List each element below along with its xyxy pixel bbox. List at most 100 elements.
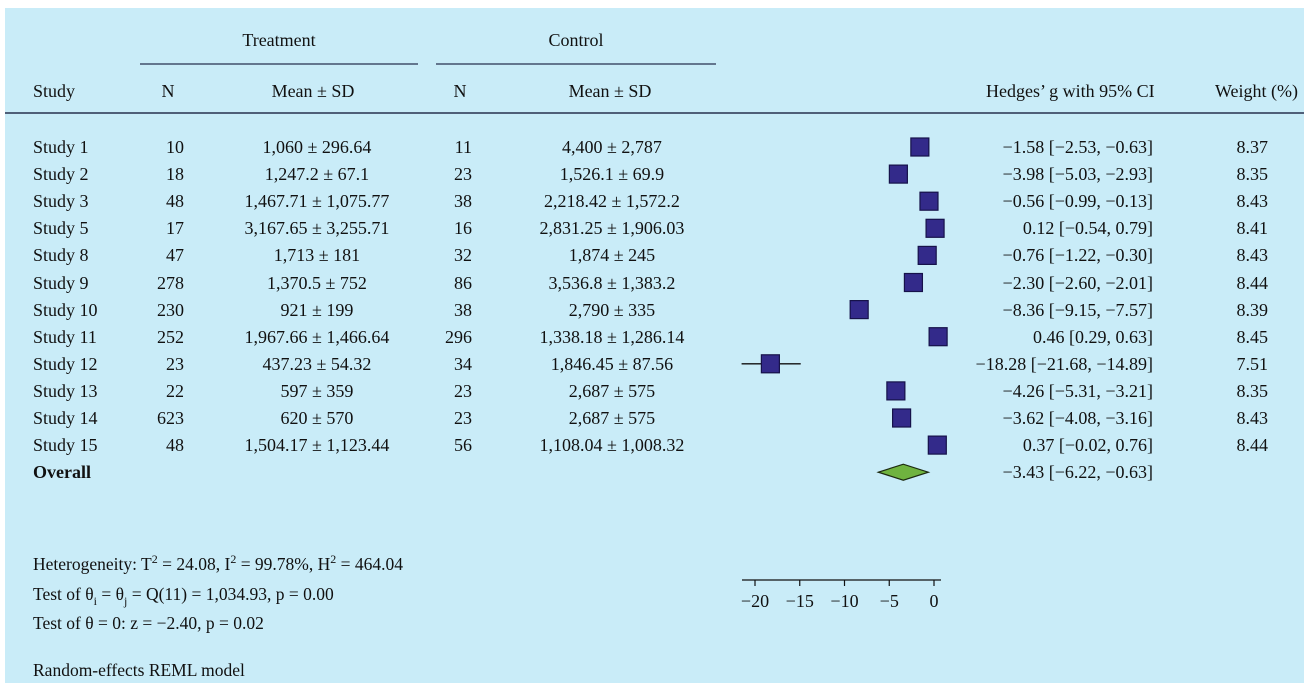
control-n: 11 — [454, 137, 472, 157]
effect-size-ci: −4.26 [−5.31, −3.21] — [1002, 380, 1153, 401]
homog-sub-i: i — [93, 594, 97, 608]
homog-c: = Q(11) = 1,034.93, p = 0.00 — [127, 584, 334, 604]
control-mean-sd: 2,831.25 ± 1,906.03 — [539, 218, 685, 239]
effect-size-ci: −2.30 [−2.60, −2.01] — [1002, 272, 1153, 293]
het-h2-sup: 2 — [330, 552, 337, 566]
effect-size-ci: −18.28 [−21.68, −14.89] — [975, 353, 1153, 374]
control-n: 16 — [454, 218, 472, 239]
het-prefix: Heterogeneity: T — [33, 554, 152, 574]
treatment-mean-sd: 1,060 ± 296.64 — [262, 137, 372, 157]
x-tick-label: −20 — [741, 591, 769, 611]
treatment-mean-sd-header: Mean ± SD — [271, 81, 355, 101]
overall-diamond — [876, 463, 931, 481]
study-label: Study 8 — [33, 245, 89, 266]
treatment-n: 230 — [157, 299, 184, 320]
homogeneity-test: Test of θi = θj = Q(11) = 1,034.93, p = … — [33, 583, 334, 608]
study-weight: 8.37 — [1236, 137, 1269, 157]
treatment-n: 47 — [166, 245, 184, 266]
treatment-n: 17 — [166, 218, 184, 239]
treatment-n-header: N — [161, 81, 175, 101]
treatment-mean-sd: 1,504.17 ± 1,123.44 — [244, 435, 390, 456]
study-marker — [892, 408, 912, 428]
control-n: 56 — [454, 435, 472, 456]
treatment-mean-sd: 1,967.66 ± 1,466.64 — [244, 326, 390, 347]
het-mid1: = 24.08, I — [157, 554, 231, 574]
study-weight: 8.44 — [1236, 435, 1269, 456]
figure-background — [5, 8, 1304, 683]
model-note: Random-effects REML model — [33, 660, 245, 680]
treatment-n: 23 — [166, 353, 184, 374]
control-mean-sd-header: Mean ± SD — [568, 81, 652, 101]
treatment-mean-sd: 1,370.5 ± 752 — [267, 272, 367, 293]
treatment-mean-sd: 620 ± 570 — [280, 408, 354, 428]
control-n: 296 — [445, 326, 472, 347]
heterogeneity-stats: Heterogeneity: T2 = 24.08, I2 = 99.78%, … — [33, 553, 403, 575]
control-mean-sd: 2,687 ± 575 — [568, 408, 656, 428]
study-weight: 8.35 — [1236, 380, 1269, 401]
control-n: 32 — [454, 245, 472, 266]
treatment-mean-sd: 921 ± 199 — [280, 299, 354, 320]
control-mean-sd: 3,536.8 ± 1,383.2 — [548, 272, 676, 293]
study-label: Study 3 — [33, 191, 89, 212]
study-label: Study 15 — [33, 435, 98, 456]
study-label: Study 10 — [33, 299, 98, 320]
x-tick-label: −10 — [830, 591, 858, 611]
control-mean-sd: 2,790 ± 335 — [568, 299, 656, 320]
treatment-mean-sd: 437.23 ± 54.32 — [262, 353, 372, 374]
study-label: Study 5 — [33, 218, 89, 239]
study-marker — [888, 164, 908, 184]
control-group-header: Control — [548, 30, 604, 50]
homog-b: = θ — [96, 584, 124, 604]
control-n: 86 — [454, 272, 472, 293]
study-weight: 7.51 — [1236, 353, 1269, 374]
study-marker — [917, 245, 937, 265]
het-i2-sup: 2 — [230, 552, 237, 566]
z-test: Test of θ = 0: z = −2.40, p = 0.02 — [33, 613, 264, 633]
weight-header: Weight (%) — [1214, 81, 1298, 101]
control-n: 34 — [454, 353, 472, 374]
homog-sub-j: j — [123, 594, 128, 608]
effect-size-ci: −3.98 [−5.03, −2.93] — [1002, 164, 1153, 185]
study-column-header: Study — [33, 81, 76, 101]
x-tick-label: −5 — [880, 591, 899, 611]
study-marker — [903, 272, 924, 293]
control-mean-sd: 1,874 ± 245 — [568, 245, 656, 266]
homog-a: Test of θ — [33, 584, 94, 604]
het-t2-sup: 2 — [151, 552, 158, 566]
study-weight: 8.45 — [1236, 326, 1269, 347]
study-marker — [910, 137, 930, 157]
study-label: Study 1 — [33, 137, 89, 157]
study-label: Study 14 — [33, 408, 98, 428]
study-weight: 8.43 — [1236, 408, 1269, 428]
study-marker — [886, 381, 906, 401]
overall-effect-ci: −3.43 [−6.22, −0.63] — [1002, 462, 1153, 483]
control-mean-sd: 1,846.45 ± 87.56 — [550, 353, 674, 374]
control-mean-sd: 2,687 ± 575 — [568, 380, 656, 401]
control-n-header: N — [453, 81, 467, 101]
control-mean-sd: 1,108.04 ± 1,008.32 — [539, 435, 685, 456]
treatment-mean-sd: 1,467.71 ± 1,075.77 — [244, 191, 390, 212]
treatment-mean-sd: 1,713 ± 181 — [273, 245, 361, 266]
control-mean-sd: 1,526.1 ± 69.9 — [559, 164, 665, 185]
study-weight: 8.44 — [1236, 272, 1269, 293]
study-label: Study 11 — [33, 326, 97, 347]
treatment-mean-sd: 3,167.65 ± 3,255.71 — [244, 218, 390, 239]
treatment-n: 18 — [166, 164, 184, 185]
study-weight: 8.39 — [1236, 299, 1269, 320]
study-label: Study 2 — [33, 164, 89, 185]
overall-label: Overall — [33, 462, 91, 483]
study-marker — [919, 191, 939, 211]
control-n: 38 — [454, 191, 472, 212]
control-n: 38 — [454, 299, 472, 320]
control-n: 23 — [454, 380, 472, 401]
effect-size-ci: −0.76 [−1.22, −0.30] — [1002, 245, 1153, 266]
effect-size-ci: −1.58 [−2.53, −0.63] — [1002, 137, 1153, 157]
study-marker — [849, 300, 869, 320]
study-label: Study 13 — [33, 380, 98, 401]
effect-size-ci: −8.36 [−9.15, −7.57] — [1002, 299, 1153, 320]
effect-size-header: Hedges’ g with 95% CI — [986, 81, 1155, 101]
control-mean-sd: 1,338.18 ± 1,286.14 — [539, 326, 685, 347]
control-mean-sd: 2,218.42 ± 1,572.2 — [544, 191, 680, 212]
